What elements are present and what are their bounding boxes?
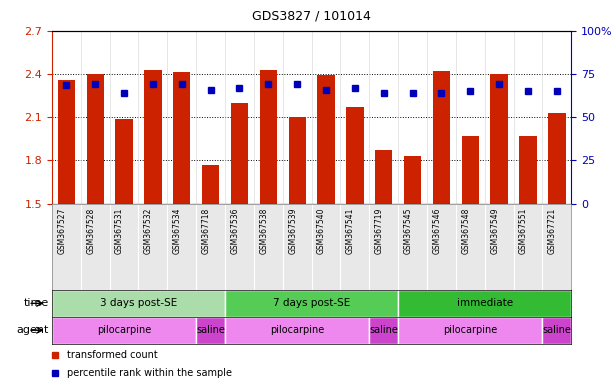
Text: percentile rank within the sample: percentile rank within the sample — [67, 368, 232, 378]
Bar — [462, 136, 479, 204]
Bar — [317, 75, 335, 204]
Bar — [52, 290, 225, 317]
Text: GSM367549: GSM367549 — [490, 208, 499, 254]
Text: GSM367719: GSM367719 — [375, 208, 384, 254]
Bar — [115, 119, 133, 204]
Bar — [231, 103, 248, 204]
Bar — [144, 70, 161, 204]
Text: saline: saline — [196, 325, 225, 335]
Text: pilocarpine: pilocarpine — [97, 325, 151, 335]
Text: GSM367538: GSM367538 — [259, 208, 268, 254]
Text: GSM367546: GSM367546 — [433, 208, 442, 254]
Bar — [375, 150, 392, 204]
Text: time: time — [24, 298, 49, 308]
Bar — [369, 317, 398, 344]
Bar — [57, 80, 75, 204]
Bar — [87, 74, 104, 204]
Text: GSM367551: GSM367551 — [519, 208, 528, 254]
Bar — [225, 317, 369, 344]
Text: saline: saline — [543, 325, 571, 335]
Bar — [433, 71, 450, 204]
Text: 7 days post-SE: 7 days post-SE — [273, 298, 350, 308]
Text: pilocarpine: pilocarpine — [270, 325, 324, 335]
Bar — [346, 107, 364, 204]
Text: saline: saline — [369, 325, 398, 335]
Bar — [196, 317, 225, 344]
Bar — [491, 74, 508, 204]
Text: GSM367548: GSM367548 — [461, 208, 470, 254]
Bar — [202, 165, 219, 204]
Bar — [52, 317, 196, 344]
Text: GSM367541: GSM367541 — [346, 208, 355, 254]
Text: GSM367528: GSM367528 — [86, 208, 95, 254]
Bar — [173, 73, 191, 204]
Text: 3 days post-SE: 3 days post-SE — [100, 298, 177, 308]
Bar — [398, 317, 543, 344]
Bar — [404, 156, 421, 204]
Bar — [543, 317, 571, 344]
Text: GSM367534: GSM367534 — [173, 208, 182, 254]
Bar — [225, 290, 398, 317]
Text: GSM367531: GSM367531 — [115, 208, 124, 254]
Text: GSM367536: GSM367536 — [230, 208, 240, 254]
Bar — [548, 113, 566, 204]
Text: agent: agent — [16, 325, 49, 335]
Text: GSM367527: GSM367527 — [57, 208, 67, 254]
Text: pilocarpine: pilocarpine — [443, 325, 497, 335]
Text: transformed count: transformed count — [67, 350, 158, 360]
Text: GSM367545: GSM367545 — [404, 208, 412, 254]
Text: GSM367721: GSM367721 — [548, 208, 557, 254]
Text: GSM367718: GSM367718 — [202, 208, 211, 254]
Bar — [288, 117, 306, 204]
Text: GSM367539: GSM367539 — [288, 208, 297, 254]
Text: GSM367540: GSM367540 — [317, 208, 326, 254]
Bar — [398, 290, 571, 317]
Text: GDS3827 / 101014: GDS3827 / 101014 — [252, 10, 371, 23]
Bar — [260, 70, 277, 204]
Bar — [519, 136, 536, 204]
Text: GSM367532: GSM367532 — [144, 208, 153, 254]
Text: immediate: immediate — [456, 298, 513, 308]
